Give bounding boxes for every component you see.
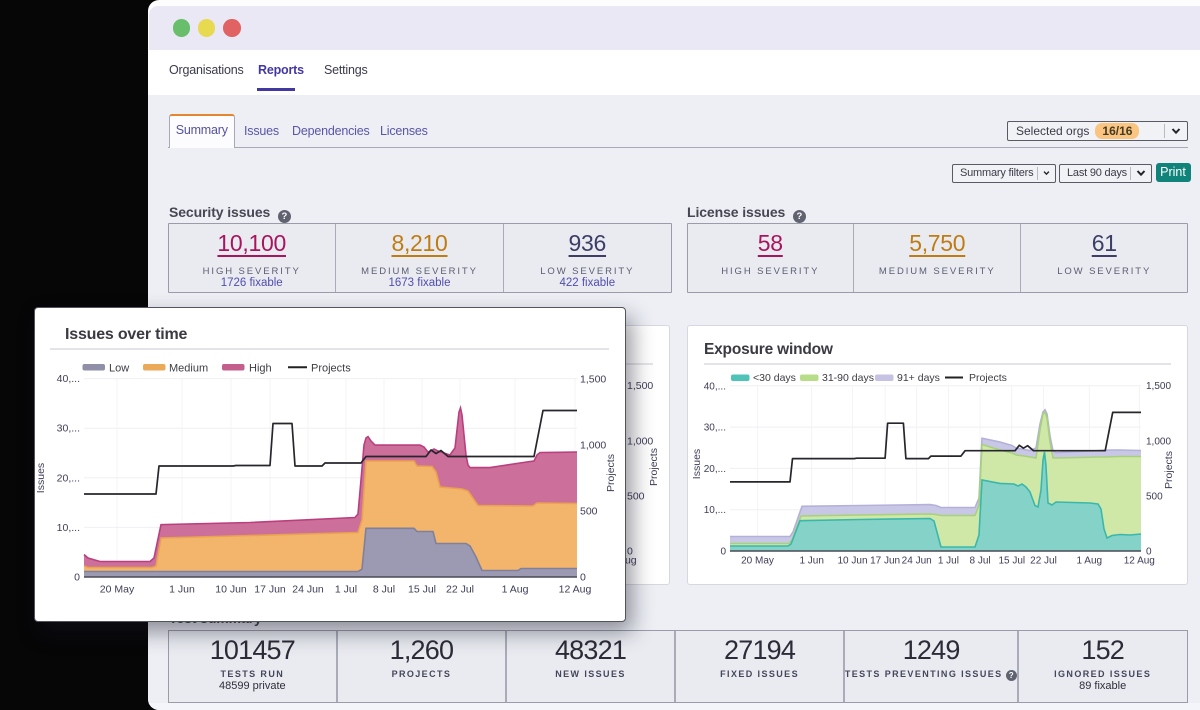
svg-text:1 Jul: 1 Jul (938, 556, 959, 567)
svg-text:10,...: 10,... (57, 522, 80, 534)
svg-text:500: 500 (580, 506, 598, 518)
svg-text:8 Jul: 8 Jul (373, 584, 395, 596)
svg-text:22 Jul: 22 Jul (1030, 556, 1057, 567)
svg-text:1 Jun: 1 Jun (169, 584, 195, 596)
svg-text:10 Jun: 10 Jun (837, 556, 867, 567)
svg-text:91+ days: 91+ days (897, 372, 940, 384)
svg-text:24 Jun: 24 Jun (292, 584, 324, 596)
svg-text:1,500: 1,500 (580, 374, 606, 386)
svg-text:1,000: 1,000 (1146, 436, 1171, 447)
svg-text:17 Jun: 17 Jun (870, 556, 900, 567)
svg-text:1,000: 1,000 (580, 440, 606, 452)
svg-text:Projects: Projects (311, 363, 351, 375)
svg-text:1 Aug: 1 Aug (502, 584, 529, 596)
svg-text:0: 0 (580, 572, 586, 584)
svg-text:1 Jun: 1 Jun (799, 556, 823, 567)
svg-text:30,...: 30,... (57, 423, 80, 435)
svg-text:<30 days: <30 days (753, 372, 796, 384)
svg-text:Low: Low (109, 363, 129, 375)
svg-text:1,500: 1,500 (1146, 381, 1171, 392)
svg-text:0: 0 (720, 547, 726, 558)
svg-text:High: High (249, 363, 272, 375)
svg-text:Projects: Projects (1163, 451, 1175, 489)
svg-text:Issues over time: Issues over time (65, 326, 188, 343)
svg-text:20,...: 20,... (704, 464, 726, 475)
svg-text:30,...: 30,... (704, 423, 726, 434)
svg-text:1 Aug: 1 Aug (1077, 556, 1103, 567)
svg-text:12 Aug: 12 Aug (1124, 556, 1155, 567)
svg-text:Issues: Issues (691, 449, 703, 479)
svg-text:0: 0 (1146, 547, 1152, 558)
svg-text:Medium: Medium (169, 363, 208, 375)
svg-text:500: 500 (1146, 491, 1163, 502)
svg-text:1,500: 1,500 (627, 380, 653, 392)
svg-text:Projects: Projects (648, 448, 660, 486)
svg-text:Projects: Projects (969, 372, 1007, 384)
svg-text:Exposure window: Exposure window (704, 341, 834, 358)
svg-text:24 Jun: 24 Jun (902, 556, 932, 567)
svg-text:40,...: 40,... (704, 381, 726, 392)
svg-text:Projects: Projects (605, 454, 617, 492)
svg-text:15 Jul: 15 Jul (408, 584, 436, 596)
svg-text:20,...: 20,... (57, 472, 80, 484)
svg-text:0: 0 (74, 572, 80, 584)
svg-text:500: 500 (627, 490, 645, 502)
svg-text:0: 0 (627, 546, 633, 558)
svg-text:22 Jul: 22 Jul (446, 584, 474, 596)
svg-text:1,000: 1,000 (627, 435, 653, 447)
svg-text:12 Aug: 12 Aug (559, 584, 592, 596)
svg-text:15 Jul: 15 Jul (998, 556, 1025, 567)
svg-text:20 May: 20 May (741, 556, 774, 567)
svg-text:20 May: 20 May (100, 584, 135, 596)
svg-text:8 Jul: 8 Jul (970, 556, 991, 567)
svg-text:17 Jun: 17 Jun (254, 584, 286, 596)
svg-text:10 Jun: 10 Jun (215, 584, 247, 596)
svg-text:Issues: Issues (35, 463, 47, 493)
svg-text:40,...: 40,... (57, 373, 80, 385)
svg-text:31-90 days: 31-90 days (822, 372, 874, 384)
svg-text:1 Jul: 1 Jul (335, 584, 357, 596)
svg-text:10,...: 10,... (704, 505, 726, 516)
